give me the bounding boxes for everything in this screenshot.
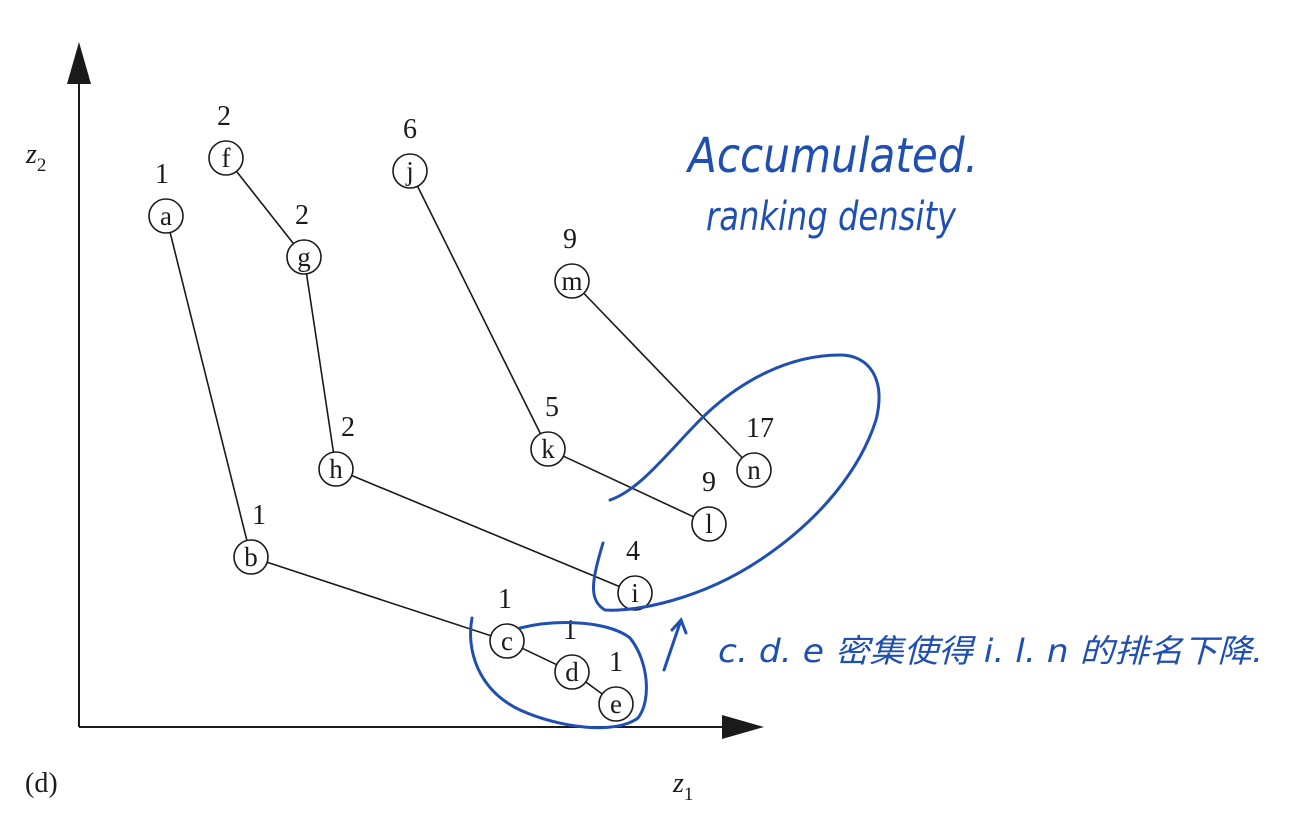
node-value-f: 2 [217,101,231,132]
cluster-loop-iln [592,353,881,612]
node-circle-e [598,686,634,722]
node-value-i: 4 [626,536,640,567]
y-axis-arrowhead [67,42,91,84]
node-label-f: f [222,143,231,173]
node-value-c: 1 [498,584,512,615]
edge-g-h [305,273,335,453]
node-h: h2 [318,412,355,487]
node-d: d1 [554,615,590,690]
node-value-e: 1 [609,647,623,678]
node-n: n 17 [736,413,774,488]
axes [67,42,764,739]
annotation-title-line1: Accumulated. [685,128,978,184]
node-value-d: 1 [563,615,577,646]
edge-m-n [583,292,743,459]
node-m: m9 [554,224,590,299]
panel-label: (d) [25,768,58,799]
node-circle-f [208,140,244,176]
node-value-a: 1 [155,159,169,190]
node-circle-l [691,506,727,542]
node-g: g2 [286,200,322,275]
x-axis-label: z1 [672,768,693,805]
edge-f-g [235,170,295,245]
node-label-m: m [561,266,582,296]
node-value-h: 2 [341,412,355,443]
y-axis-label: z2 [25,139,46,176]
node-circle-a [148,198,184,234]
node-b: b1 [233,500,269,575]
edge-d-e [585,681,603,695]
node-i: i4 [617,536,653,611]
node-l: l9 [691,467,727,542]
node-label-b: b [244,542,258,572]
node-value-b: 1 [252,500,266,531]
node-circle-b [233,539,269,575]
x-axis-arrowhead [722,715,764,739]
node-label-n: n [747,455,761,485]
node-label-j: j [405,156,414,186]
node-c: c1 [489,584,525,659]
node-label-h: h [329,454,343,484]
node-circle-h [318,451,354,487]
edge-h-i [351,474,620,588]
node-label-a: a [160,201,172,231]
node-value-m: 9 [563,224,577,255]
node-circle-n [736,452,772,488]
node-circle-g [286,239,322,275]
node-label-l: l [705,509,713,539]
node-label-g: g [297,242,311,272]
node-value-j: 6 [403,114,417,145]
edge-k-l [563,455,694,518]
annotation-title-line2: ranking density [706,194,957,240]
node-label-i: i [631,578,639,608]
node-k: k5 [530,392,566,467]
cluster-loop-cde [469,616,648,730]
node-circle-m [554,263,590,299]
node-circle-k [530,431,566,467]
node-j: j6 [392,114,428,189]
edges [169,170,743,695]
node-circle-j [392,153,428,189]
annotation-note: c. d. e 密集使得 i. l. n 的排名下降. [718,632,1263,670]
edge-c-d [521,647,558,666]
node-a: a1 [148,159,184,234]
node-label-c: c [501,626,513,656]
handwritten-annotations: Accumulated. ranking density c. d. e 密集使… [469,128,1263,730]
edge-j-k [416,185,542,435]
node-label-d: d [565,657,579,687]
annotation-arrow-icon [662,617,688,672]
node-value-l: 9 [702,467,716,498]
node-value-g: 2 [295,200,309,231]
node-label-k: k [541,434,555,464]
node-circle-c [489,623,525,659]
edge-a-b [169,232,248,541]
node-label-e: e [610,689,622,719]
node-e: e1 [598,647,634,722]
node-f: f2 [208,101,244,176]
node-value-n: 17 [746,413,774,444]
edge-b-c [266,561,492,637]
node-value-k: 5 [545,392,559,423]
node-circle-d [554,654,590,690]
